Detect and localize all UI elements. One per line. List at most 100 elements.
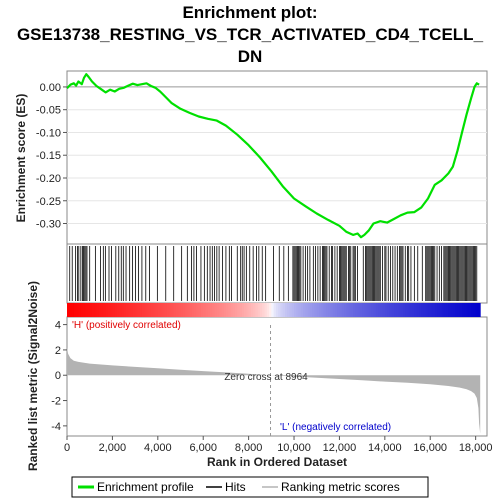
heatmap-cell [350,303,354,317]
zero-cross-label: Zero cross at 8964 [224,372,308,383]
heatmap-cell [382,303,386,317]
heatmap-cell [250,303,254,317]
heatmap-cell [432,303,436,317]
axes: 0.00 -0.05 -0.10 -0.15 -0.20 -0.25 -0.30 4 2 0 -2 -… [36,82,493,454]
heatmap-cell [187,303,191,317]
heatmap-cell [450,303,454,317]
heatmap-cell [232,303,236,317]
heatmap-cell [257,303,261,317]
heatmap-cell [441,303,445,317]
heatmap-cell [407,303,411,317]
heatmap-cell [466,303,470,317]
heatmap-cell [246,303,250,317]
heatmap-cell [287,303,290,317]
heatmap-cell [264,303,268,317]
es-y-tick-label: -0.30 [36,219,61,231]
es-plot-area [66,73,480,239]
es-series-line [66,73,480,239]
metric-y-tick-label: 2 [55,345,61,357]
es-y-tick-label: -0.10 [36,127,61,139]
x-tick-label: 16,000 [413,442,447,454]
heatmap-cell [434,303,438,317]
heatmap-cell [275,303,279,317]
heatmap-cell [405,303,409,317]
heatmap-cell [384,303,388,317]
x-tick-label: 14,000 [368,442,402,454]
heatmap-cell [307,303,311,317]
heatmap-cell [244,303,247,317]
heatmap-cell [334,303,338,317]
heatmap-cell [160,303,163,317]
heatmap-cell [214,303,218,317]
heatmap-cell [219,303,222,317]
hits-plot-area [69,246,478,301]
es-y-tick-label: -0.05 [36,105,61,117]
heatmap-cell [262,303,266,317]
heatmap-cell [144,303,147,317]
heatmap-cell [148,303,152,317]
heatmap-cell [87,303,91,317]
heatmap-cell [137,303,141,317]
heatmap-cell [380,303,384,317]
heatmap-cell [309,303,313,317]
heatmap-cell [91,303,95,317]
heatmap-cell [314,303,318,317]
heatmap-cell [348,303,352,317]
heatmap-cell [282,303,286,317]
heatmap-cell [325,303,329,317]
x-tick-label: 18,000 [459,442,493,454]
heatmap-cell [296,303,300,317]
x-tick-label: 12,000 [323,442,357,454]
heatmap-cell [459,303,463,317]
heatmap-cell [253,303,256,317]
heatmap-cell [423,303,427,317]
heatmap-cell [198,303,202,317]
heatmap-cell [203,303,206,317]
heatmap-cell [162,303,166,317]
heatmap-cell [393,303,397,317]
heatmap-cell [98,303,102,317]
metric-y-tick-label: 0 [55,370,61,382]
heatmap-cell [273,303,277,317]
heatmap-cell [80,303,84,317]
heatmap-cell [107,303,111,317]
positive-correlation-label: 'H' (positively correlated) [72,320,181,331]
heatmap-cell [189,303,193,317]
heatmap-cell [225,303,229,317]
heatmap-cell [359,303,363,317]
heatmap-cell [271,303,275,317]
heatmap-cell [269,303,272,317]
heatmap-cell [205,303,209,317]
x-tick-label: 4,000 [144,442,172,454]
heatmap-cell [101,303,104,317]
heatmap-cell [303,303,306,317]
heatmap-cell [146,303,150,317]
heatmap-cell [289,303,293,317]
metric-y-tick-label: -4 [51,421,61,433]
heatmap-cell [171,303,175,317]
heatmap-cell [291,303,295,317]
title-line-2: GSE13738_RESTING_VS_TCR_ACTIVATED_CD4_TC… [17,25,484,44]
heatmap-cell [455,303,458,317]
heatmap-cell [196,303,200,317]
heatmap-cell [173,303,177,317]
x-tick-label: 10,000 [277,442,311,454]
heatmap-cell [443,303,447,317]
x-tick-label: 2,000 [99,442,127,454]
heatmap-cell [130,303,134,317]
x-tick-label: 6,000 [189,442,217,454]
heatmap-cell [284,303,288,317]
heatmap-cell [414,303,418,317]
heatmap-cell [391,303,395,317]
heatmap-cell [73,303,77,317]
legend-label-enrichment-profile: Enrichment profile [97,480,194,494]
heatmap-cell [437,303,440,317]
rank-heatmap [67,303,481,317]
heatmap-cell [389,303,393,317]
heatmap-cell [96,303,100,317]
x-tick-label: 8,000 [235,442,263,454]
heatmap-cell [71,303,75,317]
legend-frame [71,476,429,498]
heatmap-cell [375,303,379,317]
heatmap-cell [337,303,340,317]
